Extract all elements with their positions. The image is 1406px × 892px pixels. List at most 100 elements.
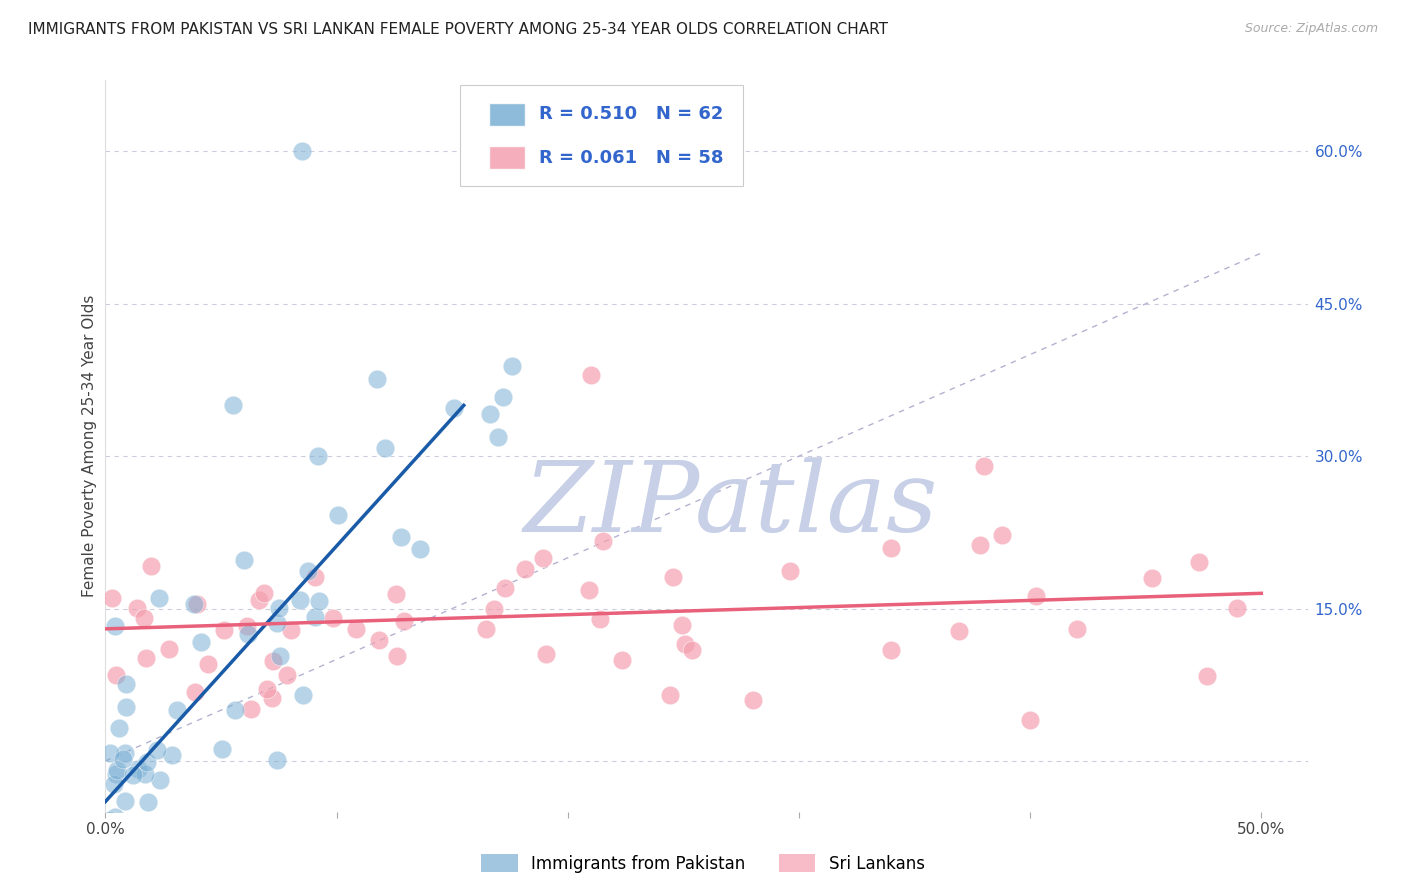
- Point: [105, 667, 128, 681]
- Point: [262, 654, 284, 668]
- Point: [115, 676, 138, 690]
- Point: [673, 637, 696, 651]
- Point: [297, 564, 319, 578]
- Point: [98, 814, 121, 828]
- Point: [374, 441, 396, 455]
- Point: [969, 538, 991, 552]
- Point: [132, 611, 155, 625]
- Point: [221, 398, 243, 412]
- Point: [100, 814, 122, 829]
- Point: [671, 618, 693, 632]
- Point: [266, 753, 288, 767]
- Point: [184, 685, 207, 699]
- Point: [948, 624, 970, 639]
- Point: [121, 814, 143, 829]
- Point: [592, 534, 614, 549]
- Point: [475, 622, 498, 636]
- Point: [98, 814, 121, 829]
- Point: [127, 601, 149, 615]
- Point: [304, 570, 326, 584]
- Point: [304, 610, 326, 624]
- Point: [104, 809, 127, 823]
- Point: [146, 743, 169, 757]
- Point: [111, 752, 134, 766]
- Bar: [489, 103, 524, 126]
- Point: [253, 586, 276, 600]
- Point: [148, 814, 170, 829]
- Point: [612, 653, 634, 667]
- Point: [129, 814, 152, 829]
- Point: [991, 528, 1014, 542]
- Point: [197, 657, 219, 672]
- Point: [291, 688, 314, 702]
- Y-axis label: Female Poverty Among 25-34 Year Olds: Female Poverty Among 25-34 Year Olds: [82, 295, 97, 597]
- Point: [1195, 668, 1218, 682]
- Point: [127, 762, 149, 776]
- Point: [269, 648, 291, 663]
- Point: [322, 611, 344, 625]
- Point: [98, 746, 121, 760]
- Point: [366, 372, 388, 386]
- Point: [224, 703, 246, 717]
- Point: [291, 145, 314, 159]
- Point: [128, 814, 150, 829]
- Point: [280, 624, 302, 638]
- Point: [1140, 571, 1163, 585]
- Text: ZIPatlas: ZIPatlas: [523, 457, 938, 552]
- Point: [1226, 600, 1249, 615]
- Point: [108, 721, 131, 735]
- Point: [880, 541, 903, 555]
- Point: [183, 597, 205, 611]
- Point: [186, 597, 208, 611]
- Point: [880, 642, 903, 657]
- Point: [443, 401, 465, 415]
- Point: [190, 634, 212, 648]
- Point: [170, 814, 193, 829]
- Point: [501, 359, 523, 374]
- Point: [973, 459, 995, 474]
- Point: [104, 619, 127, 633]
- Text: IMMIGRANTS FROM PAKISTAN VS SRI LANKAN FEMALE POVERTY AMONG 25-34 YEAR OLDS CORR: IMMIGRANTS FROM PAKISTAN VS SRI LANKAN F…: [28, 22, 889, 37]
- Point: [534, 647, 557, 661]
- Point: [121, 768, 143, 782]
- Point: [269, 601, 291, 615]
- Point: [589, 612, 612, 626]
- Point: [135, 650, 157, 665]
- Point: [256, 682, 278, 697]
- Point: [290, 593, 312, 607]
- Point: [114, 747, 136, 761]
- Point: [136, 755, 159, 769]
- Point: [236, 619, 259, 633]
- FancyBboxPatch shape: [460, 86, 742, 186]
- Point: [1066, 622, 1088, 636]
- Point: [139, 559, 162, 574]
- Point: [392, 614, 415, 628]
- Point: [368, 632, 391, 647]
- Text: R = 0.061   N = 58: R = 0.061 N = 58: [540, 149, 724, 167]
- Point: [662, 570, 685, 584]
- Point: [239, 702, 262, 716]
- Point: [160, 748, 183, 763]
- Point: [101, 591, 124, 605]
- Point: [211, 741, 233, 756]
- Point: [1188, 555, 1211, 569]
- Point: [482, 601, 505, 615]
- Point: [236, 627, 259, 641]
- Point: [157, 641, 180, 656]
- Point: [492, 391, 515, 405]
- Point: [266, 615, 288, 630]
- Point: [103, 776, 125, 790]
- Point: [344, 622, 367, 636]
- Point: [247, 593, 270, 607]
- Point: [326, 508, 349, 522]
- Point: [134, 766, 156, 780]
- Point: [478, 407, 501, 421]
- Point: [486, 430, 509, 444]
- Point: [138, 795, 160, 809]
- Point: [409, 542, 432, 557]
- Point: [276, 668, 298, 682]
- Point: [149, 772, 172, 787]
- Point: [115, 700, 138, 714]
- Point: [385, 587, 408, 601]
- Point: [389, 530, 412, 544]
